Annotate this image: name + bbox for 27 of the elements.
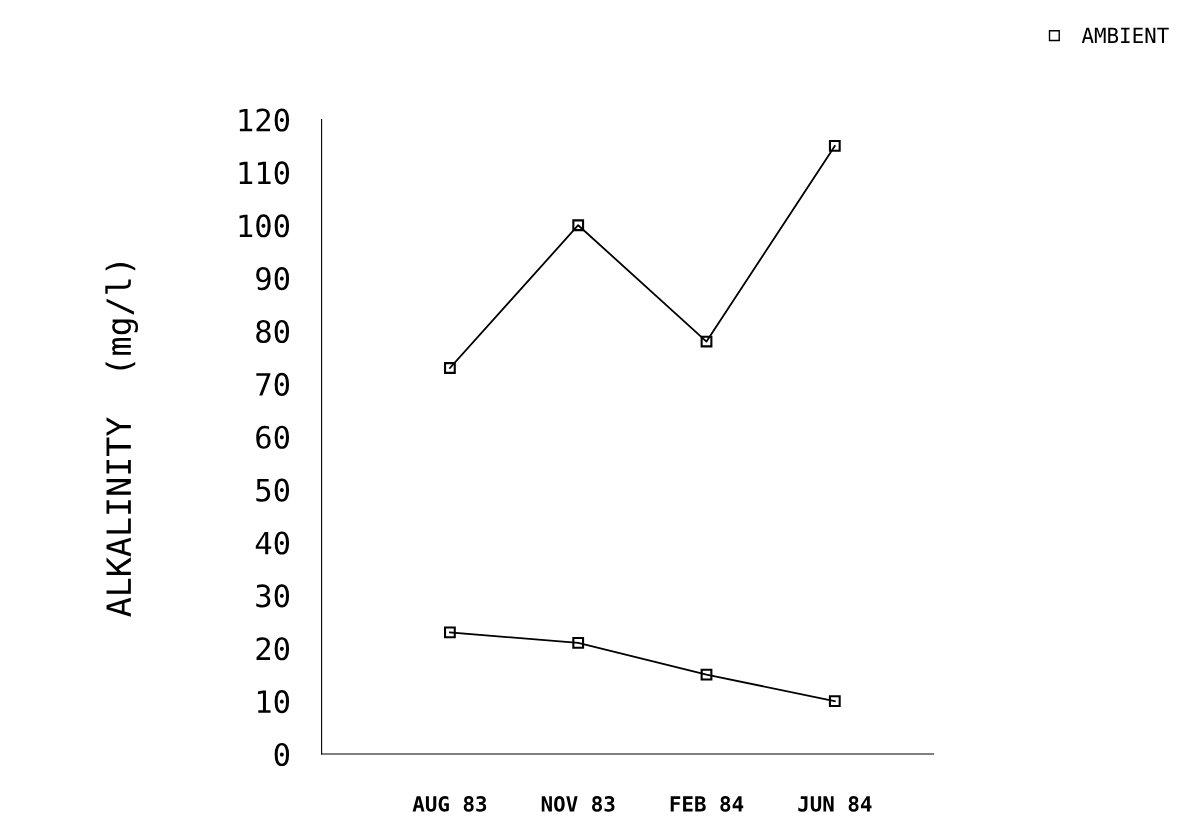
y-tick-label: 10 (257, 690, 290, 714)
point (828, 695, 841, 707)
point (828, 140, 841, 152)
y-tick-label: 50 (256, 478, 290, 502)
x-tick-label: NOV 83 (541, 795, 615, 812)
x-tick-label: JUN 84 (798, 795, 872, 812)
legend-label: AMBIENT (1081, 27, 1169, 43)
y-tick-label: 100 (239, 214, 290, 238)
y-tick-label: 0 (274, 742, 290, 767)
y-tick-label: 20 (256, 637, 290, 661)
point (572, 637, 585, 649)
y-tick-label: 120 (239, 108, 290, 132)
y-tick-label: 90 (256, 267, 290, 291)
y-tick-label: 40 (255, 531, 290, 555)
point (700, 335, 713, 348)
y-axis-title: ALKALINITY (mg/l) (105, 263, 138, 617)
y-tick-label: 60 (256, 425, 290, 449)
point (444, 362, 456, 374)
y-tick-label: 30 (256, 584, 290, 608)
point (444, 626, 456, 639)
y-tick-label: 110 (239, 161, 290, 185)
y-tick-label: 80 (256, 319, 290, 344)
y-tick-label: 70 (256, 372, 290, 396)
x-tick-label: FEB 84 (670, 795, 744, 812)
point (572, 219, 585, 232)
x-tick-label: AUG 83 (412, 795, 487, 812)
point (700, 668, 713, 681)
